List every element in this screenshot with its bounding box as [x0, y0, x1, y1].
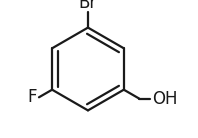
- Text: Br: Br: [79, 0, 97, 12]
- Text: F: F: [27, 88, 37, 106]
- Text: OH: OH: [152, 90, 177, 108]
